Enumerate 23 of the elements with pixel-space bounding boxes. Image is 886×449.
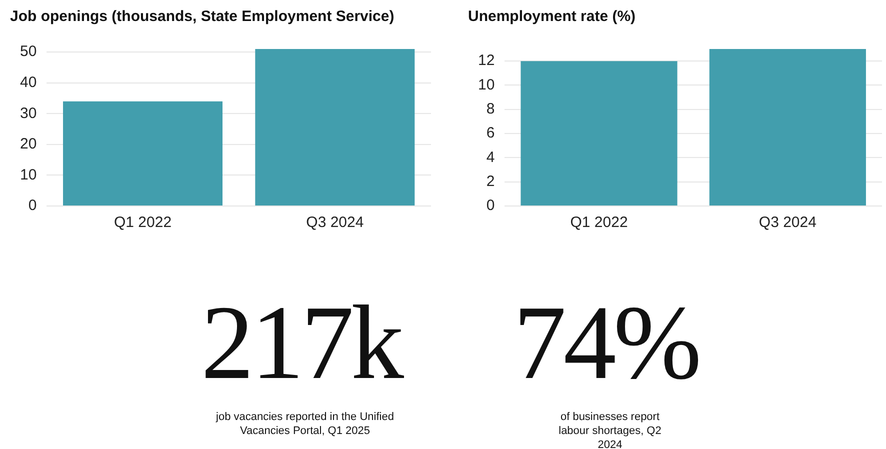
text: of businesses report labour shortages, Q2 2024: [558, 410, 662, 449]
y-tick-label: 8: [486, 100, 495, 118]
y-tick-label: 10: [478, 76, 495, 94]
y-tick-label: 20: [20, 136, 37, 153]
y-tick-label: 50: [20, 43, 37, 60]
y-tick-label: 2: [486, 172, 495, 190]
chart-title: Unemployment rate (%): [468, 8, 636, 25]
chart-title: Job openings (thousands, State Employment Service): [10, 8, 394, 25]
y-tick-label: 12: [478, 52, 495, 70]
y-tick-label: 4: [486, 148, 495, 166]
text: job vacancies reported in the Unified Vacancies Portal, Q1 2025: [214, 410, 395, 438]
y-tick-label: 40: [20, 74, 37, 92]
y-tick-label: 6: [486, 124, 495, 142]
x-tick-label: Q1 2022: [114, 214, 172, 232]
y-tick-label: 30: [20, 104, 37, 122]
y-tick-label: 0: [28, 197, 37, 214]
y-tick-label: 10: [20, 166, 37, 184]
x-tick-label: Q1 2022: [570, 214, 628, 232]
x-tick-label: Q3 2024: [306, 214, 364, 232]
x-tick-label: Q3 2024: [758, 214, 816, 232]
y-tick-label: 0: [486, 197, 495, 214]
text: 74%: [512, 284, 700, 401]
text: 217k: [200, 284, 402, 401]
